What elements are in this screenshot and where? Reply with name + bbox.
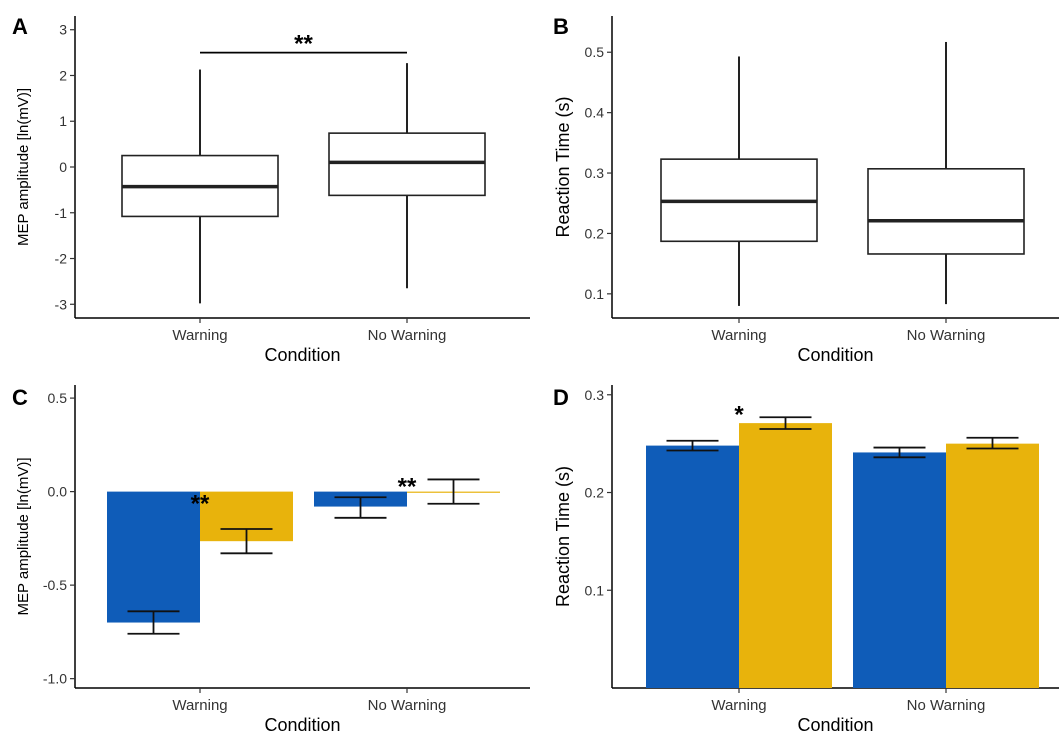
bar — [107, 491, 200, 623]
x-tick-label: Warning — [172, 327, 227, 344]
panel-letter: B — [553, 14, 569, 39]
y-tick-label: 0.3 — [585, 387, 605, 403]
significance-marker: * — [734, 402, 744, 429]
box-iqr — [328, 132, 486, 197]
x-tick-label: No Warning — [907, 697, 986, 714]
y-tick-label: 0.1 — [585, 286, 605, 302]
y-tick-label: 2 — [59, 67, 67, 83]
y-tick-label: 0.3 — [585, 165, 605, 181]
y-axis-title: MEP amplitude [ln(mV)] — [15, 457, 32, 615]
y-tick-label: -0.5 — [43, 577, 67, 593]
y-tick-label: 0.0 — [48, 484, 68, 500]
y-tick-label: 0.2 — [585, 485, 605, 501]
x-tick-label: Warning — [711, 327, 766, 344]
y-axis-title: MEP amplitude [ln(mV)] — [15, 88, 32, 246]
y-tick-label: 1 — [59, 113, 67, 129]
x-tick-label: No Warning — [368, 327, 447, 344]
x-axis-title: Condition — [264, 345, 340, 365]
panel-letter: A — [12, 14, 28, 39]
y-tick-label: -1 — [55, 205, 68, 221]
y-axis-title: Reaction Time (s) — [553, 96, 573, 237]
bar — [646, 445, 739, 688]
y-axis-title: Reaction Time (s) — [553, 466, 573, 607]
y-tick-label: -3 — [55, 296, 68, 312]
bar — [853, 452, 946, 688]
x-tick-label: No Warning — [907, 327, 986, 344]
box-iqr — [867, 168, 1025, 255]
bar — [946, 443, 1039, 688]
y-tick-label: -1.0 — [43, 671, 67, 687]
x-axis-title: Condition — [797, 715, 873, 735]
bar — [739, 423, 832, 688]
y-tick-label: 0.4 — [585, 105, 605, 121]
x-tick-label: No Warning — [368, 697, 447, 714]
y-tick-label: 0.1 — [585, 582, 605, 598]
significance-marker: ** — [191, 490, 210, 517]
significance-marker: ** — [294, 31, 313, 58]
panel-letter: D — [553, 385, 569, 410]
y-tick-label: 3 — [59, 22, 67, 38]
x-axis-title: Condition — [797, 345, 873, 365]
y-tick-label: 0.5 — [48, 390, 68, 406]
x-axis-title: Condition — [264, 715, 340, 735]
y-tick-label: 0.2 — [585, 225, 605, 241]
significance-marker: ** — [398, 474, 417, 501]
panel-letter: C — [12, 385, 28, 410]
x-tick-label: Warning — [172, 697, 227, 714]
y-tick-label: 0 — [59, 159, 67, 175]
y-tick-label: 0.5 — [585, 44, 605, 60]
x-tick-label: Warning — [711, 697, 766, 714]
y-tick-label: -2 — [55, 251, 68, 267]
